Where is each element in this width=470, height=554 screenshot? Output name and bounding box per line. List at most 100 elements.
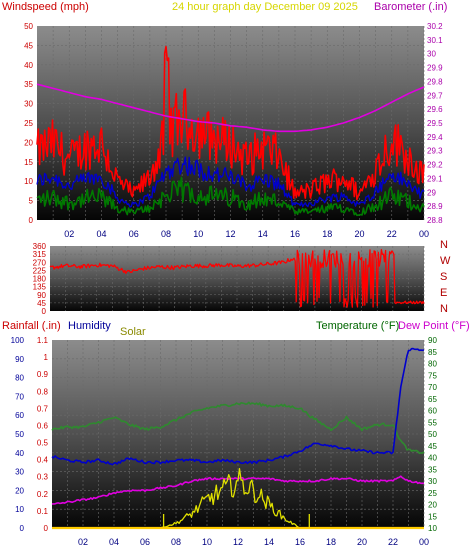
winddir-y-tick: 0 (42, 307, 47, 316)
humidity-y-tick: 10 (15, 505, 24, 514)
humidity-y-tick: 90 (15, 355, 24, 364)
climate-panel-grid (52, 340, 425, 528)
baro-y-tick-labels: 28.8 28.9 29 29.1 29.2 29.3 29.4 29.5 29.6 29.7 29… (427, 22, 443, 225)
humidity-y-tick: 20 (15, 486, 24, 495)
temp-y-tick: 25 (428, 489, 437, 498)
baro-y-tick: 29.8 (427, 77, 443, 86)
wind-y-tick: 50 (24, 22, 33, 31)
wind-y-tick: 30 (24, 100, 33, 109)
humidity-y-tick-labels: 0 10 20 30 40 50 60 70 80 90 100 (11, 336, 25, 533)
wind-axis-label: Windspeed (mph) (2, 1, 89, 13)
humidity-y-tick: 100 (11, 336, 25, 345)
x-tick-label: 02 (64, 229, 74, 239)
baro-y-tick: 29 (427, 188, 436, 197)
baro-y-tick: 28.8 (427, 216, 443, 225)
winddir-y-tick: 315 (33, 250, 47, 259)
rain-y-tick: 0.7 (37, 404, 49, 413)
rain-y-tick-labels: 0 0.1 0.2 0.3 0.4 0.5 0.6 0.7 0.8 0.9 1 1.1 (37, 336, 49, 533)
barometer-line (36, 83, 425, 133)
temp-y-tick: 90 (428, 336, 437, 345)
wind-y-tick: 10 (24, 177, 33, 186)
humidity-line (51, 347, 425, 466)
wind-series (36, 45, 425, 217)
humidity-y-tick: 0 (20, 524, 25, 533)
wind-y-tick: 5 (29, 197, 34, 206)
x-tick-label: 16 (295, 537, 305, 547)
winddir-y-tick: 225 (33, 266, 47, 275)
x-tick-label: 06 (140, 537, 150, 547)
winddir-series (49, 249, 425, 308)
baro-y-tick: 29.6 (427, 105, 443, 114)
temperature-line (51, 401, 425, 455)
winddir-y-tick: 360 (33, 242, 47, 251)
rain-y-tick: 0.4 (37, 456, 49, 465)
compass-label: W (440, 255, 451, 267)
winddir-y-tick: 45 (37, 299, 46, 308)
compass-label: N (440, 239, 448, 251)
x-tick-label: 08 (171, 537, 181, 547)
temp-y-tick: 40 (428, 454, 437, 463)
wind-y-tick: 20 (24, 138, 33, 147)
x-tick-label: 04 (109, 537, 119, 547)
temp-y-tick: 55 (428, 418, 437, 427)
baro-y-tick: 29.4 (427, 133, 443, 142)
wind-y-tick: 45 (24, 41, 33, 50)
baro-y-tick: 29.3 (427, 147, 443, 156)
wind-x-tick-labels: 02 04 06 08 10 12 14 16 18 20 22 00 (64, 229, 429, 239)
wind-gust-line (36, 45, 425, 201)
x-tick-label: 18 (326, 537, 336, 547)
x-tick-label: 06 (129, 229, 139, 239)
humidity-y-tick: 30 (15, 468, 24, 477)
temp-y-tick: 15 (428, 512, 437, 521)
climate-series (51, 347, 425, 530)
humidity-y-tick: 80 (15, 374, 24, 383)
x-tick-label: 12 (225, 229, 235, 239)
x-tick-label: 00 (419, 537, 429, 547)
baro-y-tick: 28.9 (427, 202, 443, 211)
x-tick-label: 10 (202, 537, 212, 547)
rain-y-tick: 0 (44, 524, 49, 533)
rain-y-tick: 0.5 (37, 439, 49, 448)
x-tick-label: 20 (357, 537, 367, 547)
rain-y-tick: 0.2 (37, 490, 49, 499)
humidity-y-tick: 60 (15, 411, 24, 420)
wind-y-tick: 40 (24, 61, 33, 70)
temp-y-tick: 30 (428, 477, 437, 486)
climate-x-tick-labels: 02 04 06 08 10 12 14 16 18 20 22 00 (78, 537, 429, 547)
baro-y-tick: 30.1 (427, 36, 443, 45)
x-tick-label: 00 (419, 229, 429, 239)
temp-y-tick: 75 (428, 371, 437, 380)
winddir-line (49, 249, 425, 308)
rain-y-tick: 0.9 (37, 370, 49, 379)
x-tick-label: 18 (322, 229, 332, 239)
temp-y-tick: 20 (428, 501, 437, 510)
baro-y-tick: 29.1 (427, 174, 443, 183)
graph-title: 24 hour graph day December 09 2025 (172, 1, 358, 13)
x-tick-label: 10 (193, 229, 203, 239)
temp-y-tick: 65 (428, 395, 437, 404)
humidity-axis-label: Humidity (68, 320, 111, 332)
temp-axis-label: Temperature (°F) (316, 320, 399, 332)
x-tick-label: 16 (290, 229, 300, 239)
wind-avg-line (36, 156, 425, 208)
temp-y-tick: 70 (428, 383, 437, 392)
x-tick-label: 14 (258, 229, 268, 239)
rain-axis-label: Rainfall (.in) (2, 320, 61, 332)
temp-y-tick: 60 (428, 407, 437, 416)
wind-y-tick-labels: 0 5 10 15 20 25 30 35 40 45 50 (24, 22, 33, 225)
wind-y-tick: 0 (29, 216, 34, 225)
temp-y-tick: 80 (428, 360, 437, 369)
x-tick-label: 14 (264, 537, 274, 547)
baro-y-tick: 29.5 (427, 119, 443, 128)
winddir-y-tick: 135 (33, 283, 47, 292)
compass-label: N (440, 303, 448, 315)
x-tick-label: 02 (78, 537, 88, 547)
x-tick-label: 20 (354, 229, 364, 239)
baro-axis-label: Barometer (.in) (374, 1, 447, 13)
wind-y-tick: 15 (24, 158, 33, 167)
x-tick-label: 22 (388, 537, 398, 547)
dew-axis-label: Dew Point (°F) (398, 320, 470, 332)
x-tick-label: 22 (387, 229, 397, 239)
